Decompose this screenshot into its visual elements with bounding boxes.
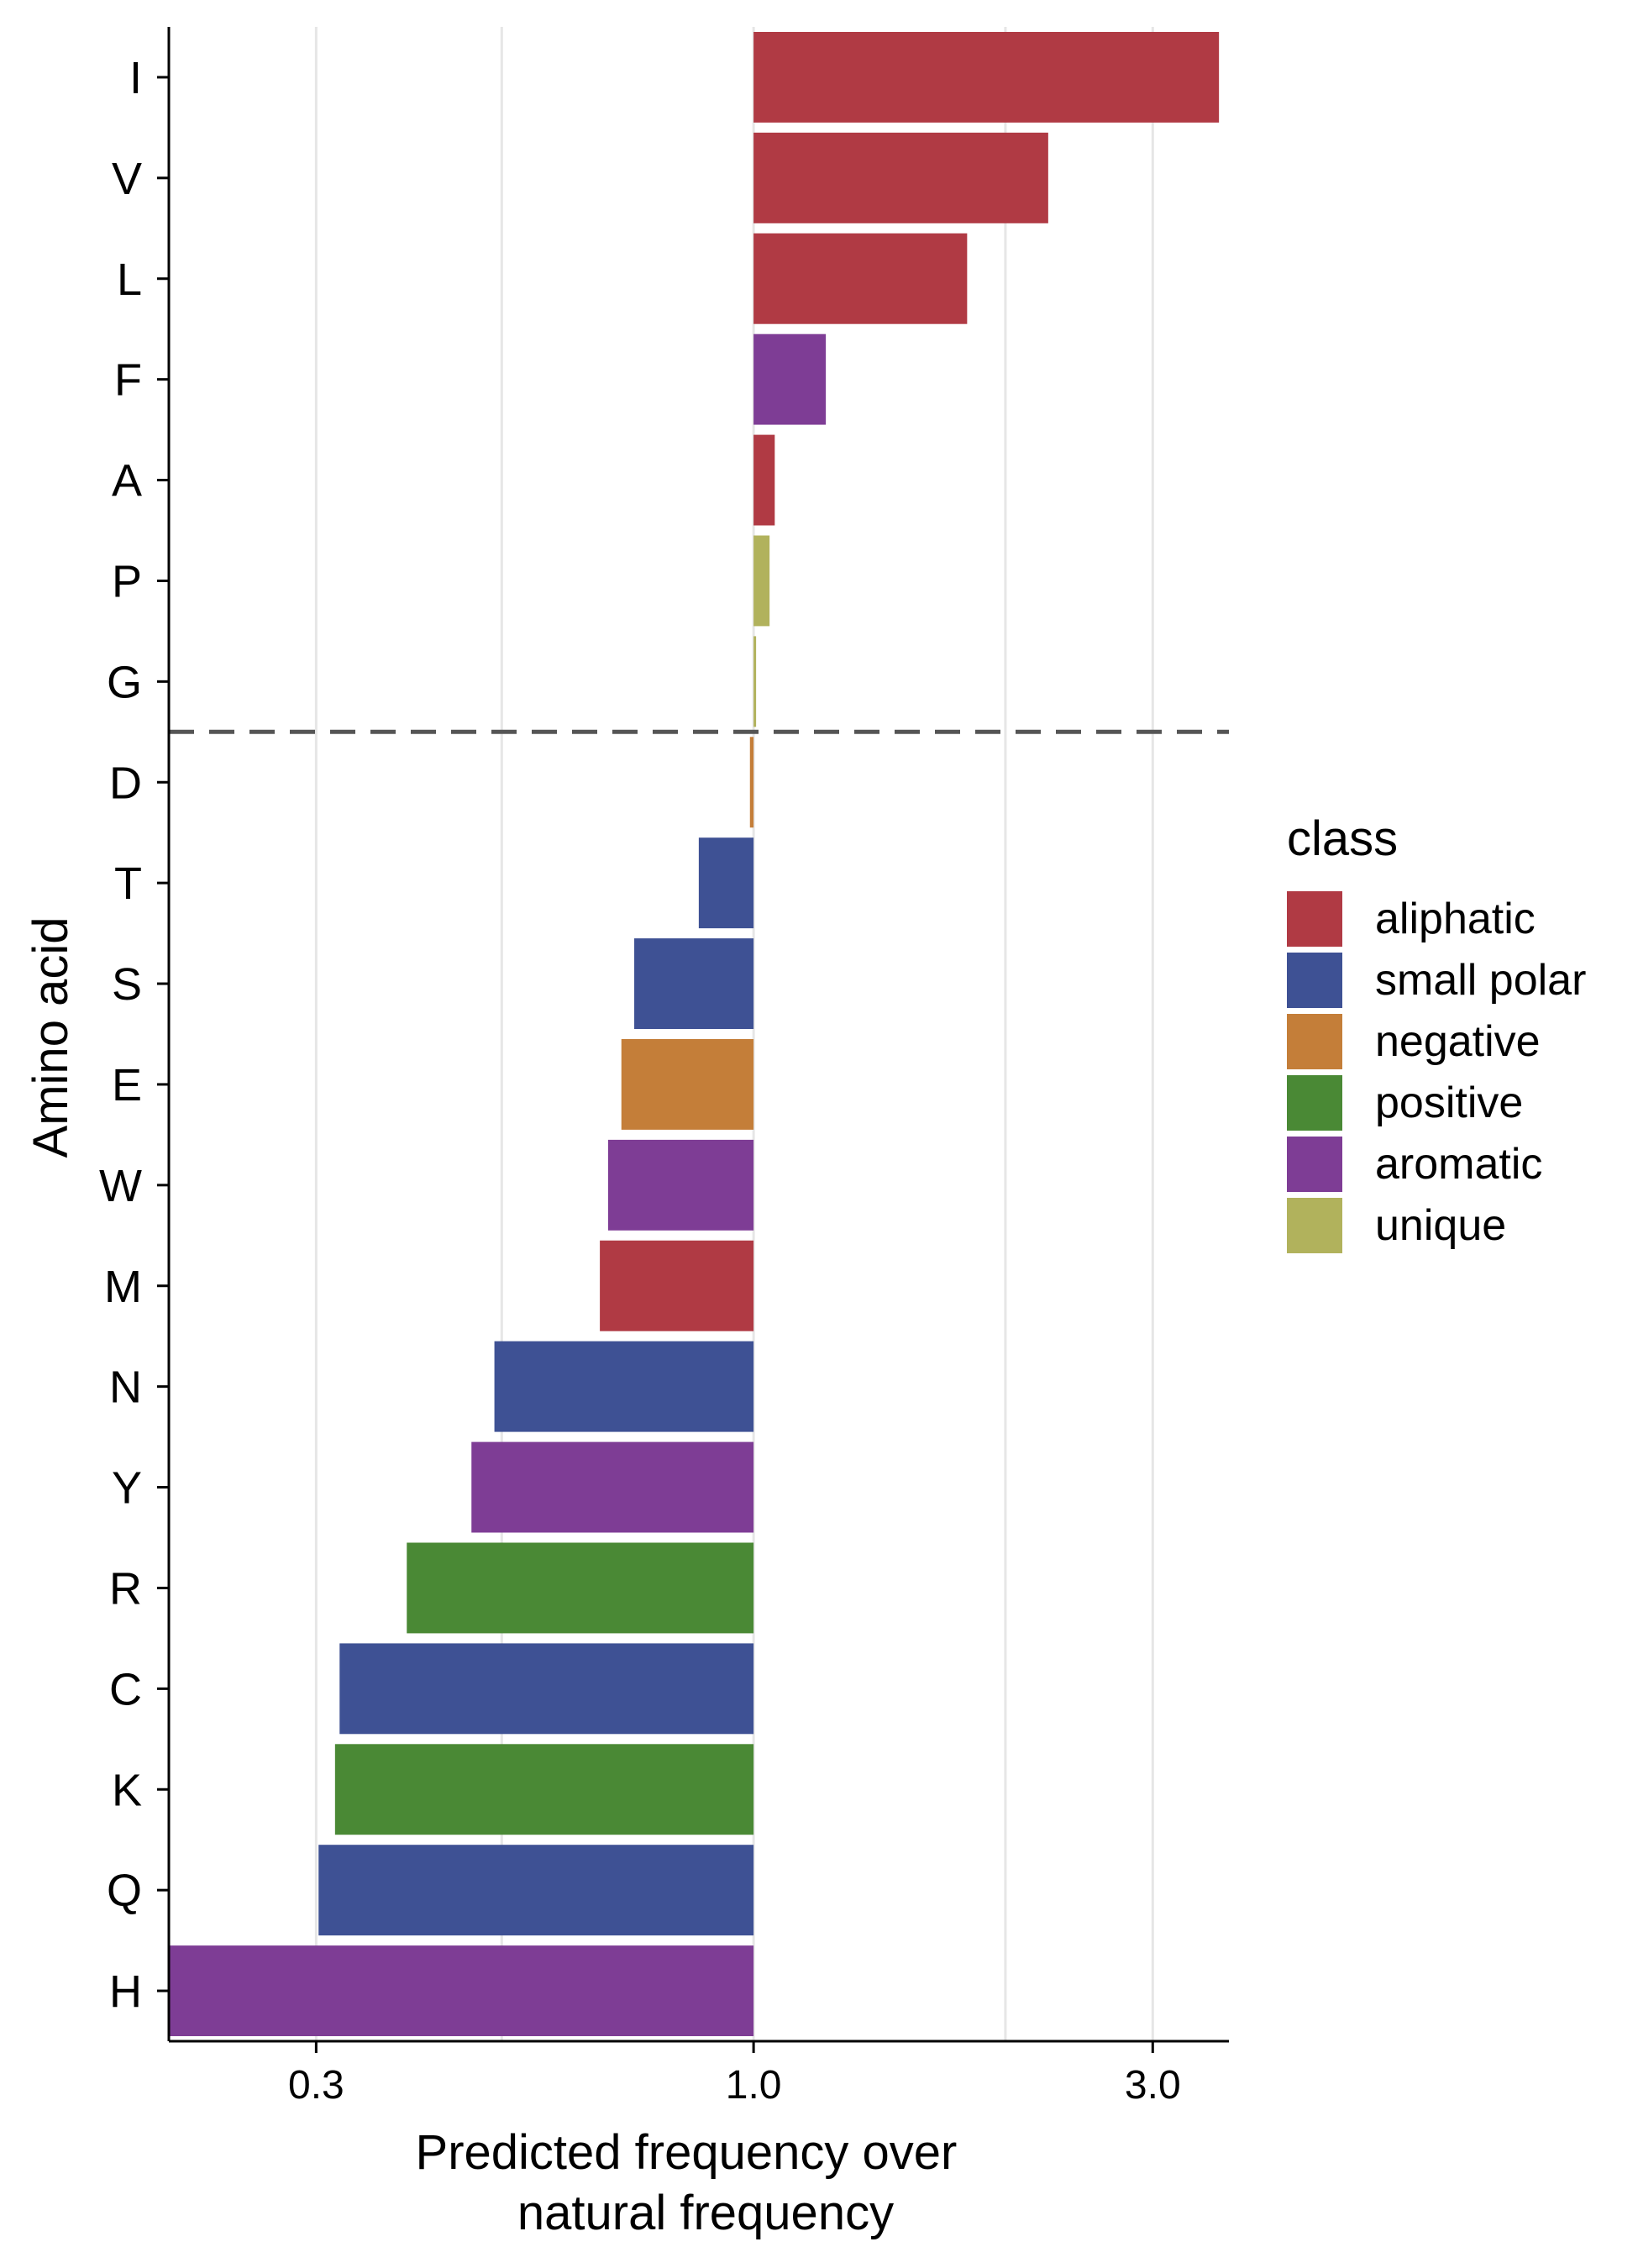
y-tick-label-H: H — [109, 1966, 142, 2017]
bar-R — [407, 1542, 754, 1634]
bar-P — [753, 535, 770, 627]
bar-H — [169, 1945, 754, 2037]
legend-label-aromatic: aromatic — [1375, 1140, 1542, 1189]
y-tick-label-M: M — [104, 1262, 142, 1312]
bar-M — [600, 1240, 754, 1331]
y-tick-label-S: S — [112, 959, 142, 1010]
y-tick-label-D: D — [109, 758, 142, 808]
y-tick-label-R: R — [109, 1563, 142, 1614]
bar-E — [621, 1038, 754, 1130]
y-tick-label-W: W — [99, 1161, 142, 1211]
x-axis-title: Predicted frequency over natural frequen… — [416, 2125, 971, 2240]
legend: class aliphatic small polar negative positi… — [1287, 811, 1586, 1253]
bar-Y — [471, 1441, 754, 1533]
y-tick-label-T: T — [114, 858, 142, 909]
bar-A — [753, 434, 775, 526]
legend-swatch-negative — [1287, 1014, 1342, 1069]
bar-L — [753, 233, 968, 324]
legend-label-positive: positive — [1375, 1079, 1523, 1127]
x-tick-label: 1.0 — [726, 2063, 782, 2108]
axes — [167, 27, 1229, 2043]
legend-swatch-unique — [1287, 1198, 1342, 1253]
bar-G — [753, 636, 757, 727]
y-tick-label-C: C — [109, 1664, 142, 1714]
y-tick-label-I: I — [129, 53, 142, 103]
x-ticks: 0.3 1.0 3.0 — [288, 2041, 1181, 2108]
y-tick-label-Q: Q — [107, 1866, 142, 1916]
bar-T — [698, 837, 754, 929]
bar-I — [753, 31, 1220, 123]
bars — [169, 31, 1220, 2037]
y-tick-label-G: G — [107, 657, 142, 707]
bar-N — [494, 1341, 754, 1432]
y-tick-label-F: F — [114, 355, 142, 406]
y-tick-label-K: K — [112, 1765, 142, 1815]
legend-label-small-polar: small polar — [1375, 956, 1586, 1005]
y-tick-label-N: N — [109, 1362, 142, 1413]
legend-label-unique: unique — [1375, 1201, 1506, 1250]
bar-F — [753, 333, 827, 425]
legend-label-negative: negative — [1375, 1017, 1541, 1066]
bar-D — [749, 737, 754, 828]
legend-swatch-positive — [1287, 1075, 1342, 1131]
x-axis-title-line-1: Predicted frequency over — [416, 2125, 958, 2180]
legend-swatch-small-polar — [1287, 953, 1342, 1008]
bar-C — [339, 1643, 754, 1735]
y-tick-label-E: E — [112, 1060, 142, 1110]
y-tick-label-L: L — [117, 255, 142, 305]
bar-S — [634, 938, 754, 1030]
bar-Q — [318, 1845, 754, 1936]
legend-swatch-aliphatic — [1287, 891, 1342, 947]
x-axis-title-line-2: natural frequency — [517, 2186, 894, 2240]
legend-label-aliphatic: aliphatic — [1375, 895, 1536, 943]
y-tick-label-P: P — [112, 556, 142, 606]
legend-items: aliphatic small polar negative positive arom… — [1287, 891, 1586, 1253]
y-tick-label-Y: Y — [112, 1463, 142, 1514]
legend-swatch-aromatic — [1287, 1137, 1342, 1192]
y-axis-title: Amino acid — [24, 917, 78, 1158]
x-tick-label: 0.3 — [288, 2063, 344, 2108]
x-tick-label: 3.0 — [1125, 2063, 1181, 2108]
bar-K — [334, 1744, 754, 1835]
y-tick-label-A: A — [112, 456, 142, 507]
legend-title: class — [1287, 811, 1398, 866]
bar-W — [607, 1139, 754, 1231]
bar-V — [753, 132, 1048, 223]
y-tick-label-V: V — [112, 154, 142, 204]
